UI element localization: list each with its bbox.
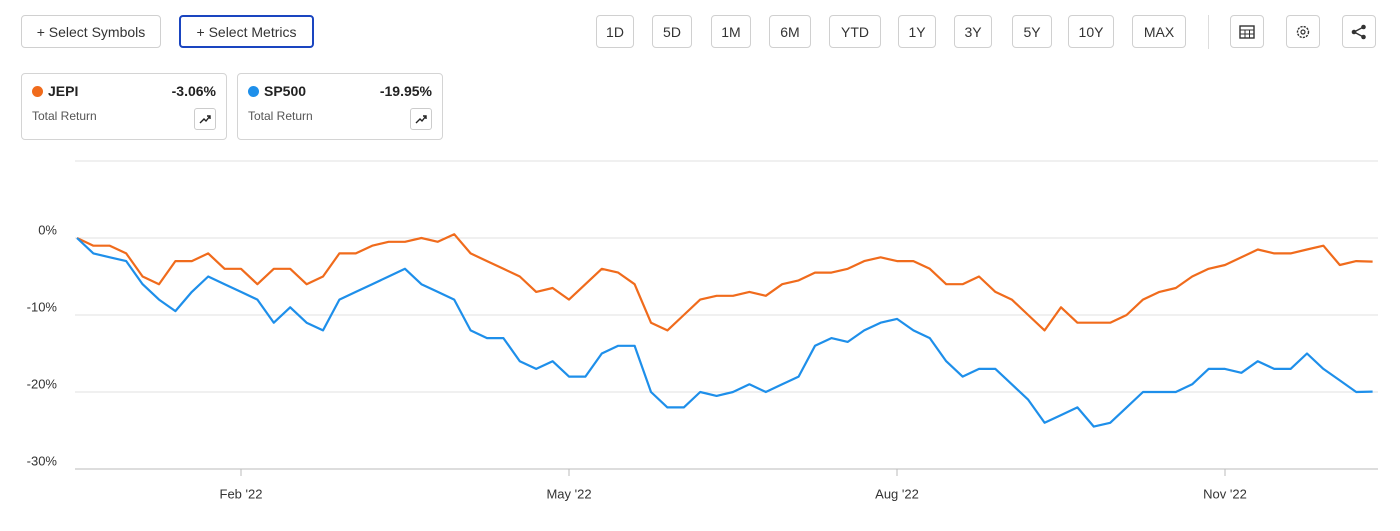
legend-name: JEPI	[48, 83, 79, 99]
x-tick-label: May '22	[546, 486, 591, 501]
period-button[interactable]: 1M	[711, 15, 751, 48]
period-button[interactable]: 6M	[769, 15, 811, 48]
chart-icon-button[interactable]	[194, 108, 216, 130]
period-button[interactable]: 1Y	[898, 15, 936, 48]
legend-name: SP500	[264, 83, 307, 99]
x-tick-label: Feb '22	[220, 486, 263, 501]
period-button[interactable]: 5D	[652, 15, 692, 48]
period-button[interactable]: YTD	[829, 15, 881, 48]
period-button[interactable]: 3Y	[954, 15, 992, 48]
period-button[interactable]: 1D	[596, 15, 634, 48]
share-button[interactable]	[1342, 15, 1376, 48]
period-button[interactable]: MAX	[1132, 15, 1186, 48]
period-button[interactable]: 5Y	[1012, 15, 1052, 48]
legend-dot	[248, 86, 259, 97]
legend-card[interactable]: JEPI -3.06% Total Return	[21, 73, 227, 140]
x-tick-label: Nov '22	[1203, 486, 1247, 501]
legend-dot	[32, 86, 43, 97]
legend-metric: Total Return	[248, 109, 313, 123]
settings-button[interactable]	[1286, 15, 1320, 48]
table-button[interactable]	[1230, 15, 1264, 48]
x-tick-label: Aug '22	[875, 486, 919, 501]
y-tick-label: -30%	[27, 453, 58, 468]
series-line	[76, 233, 1373, 332]
legend-card[interactable]: SP500 -19.95% Total Return	[237, 73, 443, 140]
y-tick-label: 0%	[38, 222, 57, 237]
trend-icon	[415, 115, 427, 124]
y-tick-label: -20%	[27, 376, 58, 391]
period-button[interactable]: 10Y	[1068, 15, 1114, 48]
table-icon	[1239, 24, 1255, 39]
gear-icon	[1296, 25, 1310, 38]
select-symbols-button[interactable]: + Select Symbols	[21, 15, 161, 48]
select-metrics-button[interactable]: + Select Metrics	[179, 15, 314, 48]
y-tick-label: -10%	[27, 299, 58, 314]
chart-icon-button[interactable]	[410, 108, 432, 130]
legend-value: -19.95%	[379, 83, 432, 99]
legend-metric: Total Return	[32, 109, 97, 123]
trend-icon	[199, 115, 211, 124]
separator	[1208, 15, 1209, 49]
series-line	[76, 237, 1373, 428]
share-icon	[1351, 24, 1366, 39]
legend-value: -3.06%	[171, 83, 216, 99]
